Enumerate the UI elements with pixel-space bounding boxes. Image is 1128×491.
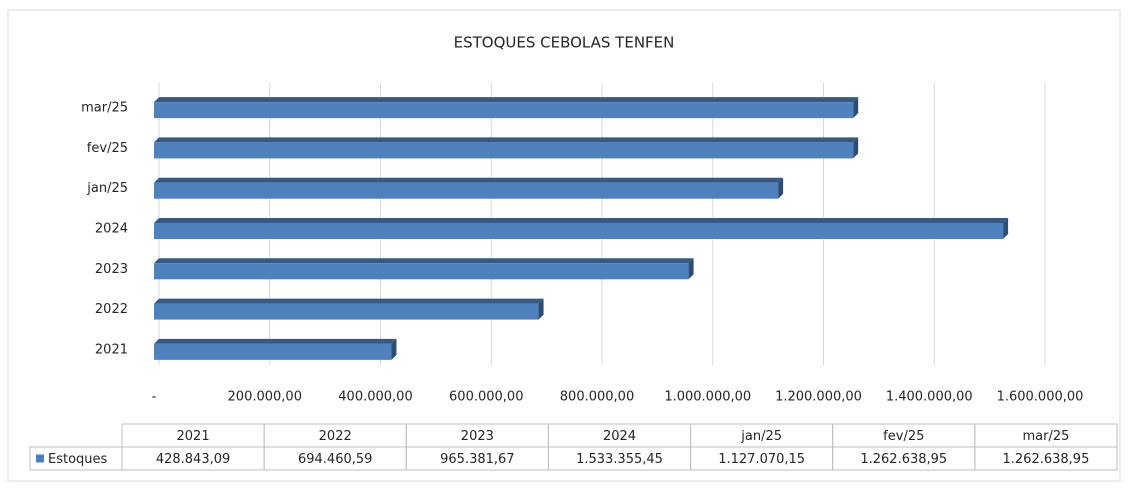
bar-side [853,97,859,119]
y-tick-label: 2022 [95,302,128,317]
y-tick-label: 2021 [95,342,128,357]
table-value: 965.381,67 [440,452,514,467]
y-tick-label: 2024 [95,222,128,237]
bar [154,343,392,360]
bar-side [853,137,859,159]
table-value: 428.843,09 [156,452,230,467]
bar-top [154,97,859,103]
chart-title: ESTOQUES CEBOLAS TENFEN [454,34,675,52]
bar [154,182,779,199]
x-tick-label: 800.000,00 [560,390,634,405]
table-header: 2024 [603,429,636,444]
bar [154,223,1004,239]
table-value: 1.533.355,45 [576,452,663,467]
x-tick-label: 1.200.000,00 [775,390,862,405]
x-tick-label: 600.000,00 [449,390,523,405]
x-tick-label: 1.600.000,00 [997,390,1084,405]
x-tick-label: - [152,390,157,405]
x-tick-label: 1.400.000,00 [886,390,973,405]
bar-side [538,298,544,320]
table-header: 2021 [177,429,210,444]
bar-side [391,338,397,360]
bar-side [778,177,784,199]
bar-top [154,137,859,143]
table-header: 2022 [319,429,352,444]
chart-area [7,9,1121,482]
table-header: mar/25 [1022,429,1069,444]
table-value: 1.262.638,95 [860,452,947,467]
table-value: 1.127.070,15 [718,452,805,467]
bar [154,263,689,280]
table-header: 2023 [461,429,494,444]
x-tick-label: 200.000,00 [228,390,302,405]
bar-top [154,298,544,304]
bar [154,102,854,119]
bar-top [154,258,694,264]
table-header: fev/25 [883,429,924,444]
bar-top [154,218,1009,223]
y-tick-label: 2023 [95,262,128,277]
table-header: jan/25 [740,429,782,444]
y-tick-label: jan/25 [86,181,128,196]
table-value: 1.262.638,95 [1003,452,1090,467]
bar [154,142,854,159]
bar [154,303,539,320]
bar-side [1003,218,1009,239]
bar-top [154,338,397,344]
legend-key [36,454,44,463]
y-tick-label: mar/25 [81,101,128,116]
table-cell [974,446,1118,471]
legend-label: Estoques [48,452,108,467]
bar-side [688,258,694,280]
bar-top [154,177,784,183]
x-tick-label: 400.000,00 [338,390,412,405]
x-tick-label: 1.000.000,00 [664,390,751,405]
table-value: 694.460,59 [298,452,372,467]
y-tick-label: fev/25 [87,141,128,156]
